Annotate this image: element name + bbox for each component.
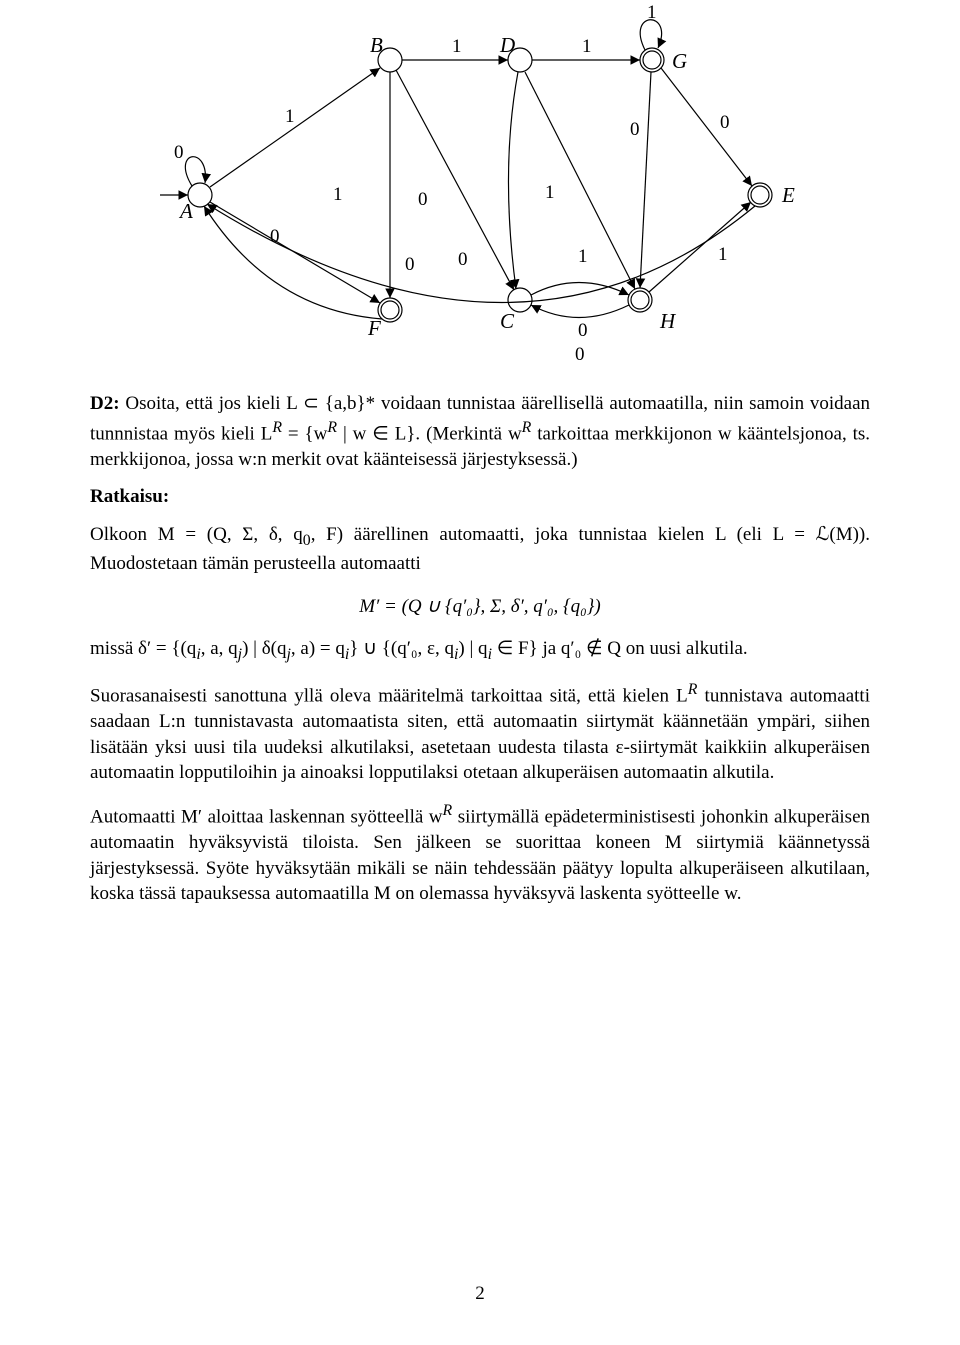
svg-text:A: A bbox=[178, 199, 193, 223]
edge-label: 1 bbox=[285, 106, 295, 127]
edge-label: 1 bbox=[582, 36, 592, 57]
state-B: B bbox=[370, 33, 402, 72]
solution-heading: Ratkaisu: bbox=[90, 486, 870, 508]
edge-label: 1 bbox=[578, 246, 588, 267]
automaton-diagram: 1 0 1 1 1 0 1 0 0 0 1 1 0 bbox=[90, 0, 870, 385]
solution-para-2: missä δ′ = {(qi, a, qj) | δ(qj, a) = qi}… bbox=[90, 636, 870, 665]
svg-text:H: H bbox=[659, 309, 677, 333]
equation-M-prime: M′ = (Q ∪ {q′₀}, Σ, δ′, q′₀, {q₀}) bbox=[90, 595, 870, 618]
state-D: D bbox=[499, 33, 532, 72]
problem-statement: D2: Osoita, että jos kieli L ⊂ {a,b}* vo… bbox=[90, 391, 870, 472]
svg-text:E: E bbox=[781, 183, 795, 207]
svg-text:D: D bbox=[499, 33, 515, 57]
state-G: G bbox=[640, 48, 687, 73]
solution-para-3: Suorasanaisesti sanottuna yllä oleva mää… bbox=[90, 679, 870, 786]
edge-label: 1 bbox=[718, 244, 728, 265]
selfloop-label-A: 0 bbox=[174, 142, 184, 163]
edge-label: 1 bbox=[333, 184, 343, 205]
edge-label: 0 bbox=[418, 189, 428, 210]
edge-label: 1 bbox=[545, 182, 555, 203]
state-E: E bbox=[748, 183, 795, 207]
state-F: F bbox=[367, 298, 402, 340]
problem-tag: D2: bbox=[90, 393, 120, 414]
state-A: A bbox=[178, 183, 212, 223]
edge-label: 1 bbox=[452, 36, 462, 57]
edge-label: 0 bbox=[405, 254, 415, 275]
solution-para-1: Olkoon M = (Q, Σ, δ, q0, F) äärellinen a… bbox=[90, 522, 870, 577]
selfloop-label-G: 1 bbox=[647, 2, 657, 23]
edge-label: 0 bbox=[630, 119, 640, 140]
svg-text:G: G bbox=[672, 49, 687, 73]
page-number: 2 bbox=[0, 1283, 960, 1305]
svg-text:B: B bbox=[370, 33, 383, 57]
edge-label: 0 bbox=[578, 320, 588, 341]
svg-text:F: F bbox=[367, 316, 381, 340]
solution-para-4: Automaatti M′ aloittaa laskennan syöttee… bbox=[90, 800, 870, 907]
state-C: C bbox=[500, 288, 532, 333]
edge-label: 0 bbox=[458, 249, 468, 270]
state-H: H bbox=[628, 288, 677, 333]
svg-text:C: C bbox=[500, 309, 515, 333]
edge-label: 0 bbox=[720, 112, 730, 133]
edge-label: 0 bbox=[575, 344, 585, 365]
